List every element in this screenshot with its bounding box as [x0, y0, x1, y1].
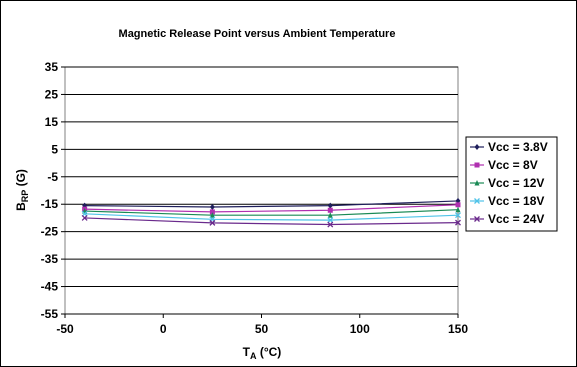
legend-label: Vcc = 18V	[488, 194, 544, 208]
data-point	[327, 217, 334, 224]
data-point	[455, 219, 461, 226]
data-point	[209, 212, 215, 218]
legend: Vcc = 3.8V Vcc = 8V Vcc = 12V Vcc = 18V Vcc …	[470, 140, 548, 226]
x-tick-label: -50	[56, 322, 74, 336]
x-axis: -50 0 50 100 150	[56, 314, 468, 336]
series-line	[84, 204, 459, 213]
legend-item: Vcc = 8V	[470, 158, 538, 172]
data-point	[327, 221, 334, 228]
series-line	[84, 213, 459, 221]
y-tick-label: 15	[45, 115, 59, 129]
series-lines	[81, 197, 461, 228]
series-line	[84, 200, 459, 208]
x-tick-label: 100	[350, 322, 370, 336]
data-point	[209, 203, 215, 210]
plot-area	[64, 66, 459, 315]
y-tick-label: -55	[41, 307, 59, 321]
data-point	[474, 180, 480, 186]
data-point	[327, 212, 333, 218]
data-point	[455, 206, 461, 213]
x-tick-label: 150	[448, 322, 468, 336]
y-tick-label: -15	[41, 197, 59, 211]
data-point	[81, 214, 88, 221]
legend-item: Vcc = 24V	[470, 212, 544, 226]
series-5	[81, 214, 461, 228]
data-point	[474, 216, 480, 222]
x-tick-label: 50	[255, 322, 269, 336]
data-point	[474, 162, 480, 168]
series-line	[84, 209, 459, 216]
data-point	[209, 209, 215, 215]
y-tick-label: -5	[47, 170, 58, 184]
data-point	[474, 198, 480, 204]
legend-item: Vcc = 3.8V	[470, 140, 548, 154]
legend-label: Vcc = 8V	[488, 158, 538, 172]
data-point	[474, 144, 480, 150]
legend-label: Vcc = 3.8V	[488, 140, 548, 154]
data-point	[327, 207, 333, 213]
y-tick-label: -35	[41, 252, 59, 266]
legend-label: Vcc = 24V	[488, 212, 544, 226]
y-tick-label: -45	[41, 280, 59, 294]
legend-box	[465, 136, 558, 232]
data-point	[209, 219, 216, 226]
x-tick-label: 0	[160, 322, 167, 336]
y-tick-label: -25	[41, 225, 59, 239]
series-line	[84, 217, 459, 226]
y-tick-label: 25	[45, 87, 59, 101]
legend-item: Vcc = 12V	[470, 176, 544, 190]
data-point	[455, 202, 461, 208]
data-point	[455, 212, 461, 219]
gridlines	[65, 66, 458, 315]
y-axis: 35 25 15 5 -5 -15 -25 -35 -45 -55	[41, 60, 65, 321]
legend-item: Vcc = 18V	[470, 194, 544, 208]
chart-title: Magnetic Release Point versus Ambient Te…	[119, 28, 396, 40]
y-tick-label: 35	[45, 60, 59, 74]
y-tick-label: 5	[51, 142, 58, 156]
y-axis-title: BRP (G)	[14, 169, 30, 211]
data-point	[327, 202, 333, 209]
legend-label: Vcc = 12V	[488, 176, 544, 190]
x-axis-title: TA (°C)	[243, 345, 282, 361]
series-4	[81, 210, 461, 224]
